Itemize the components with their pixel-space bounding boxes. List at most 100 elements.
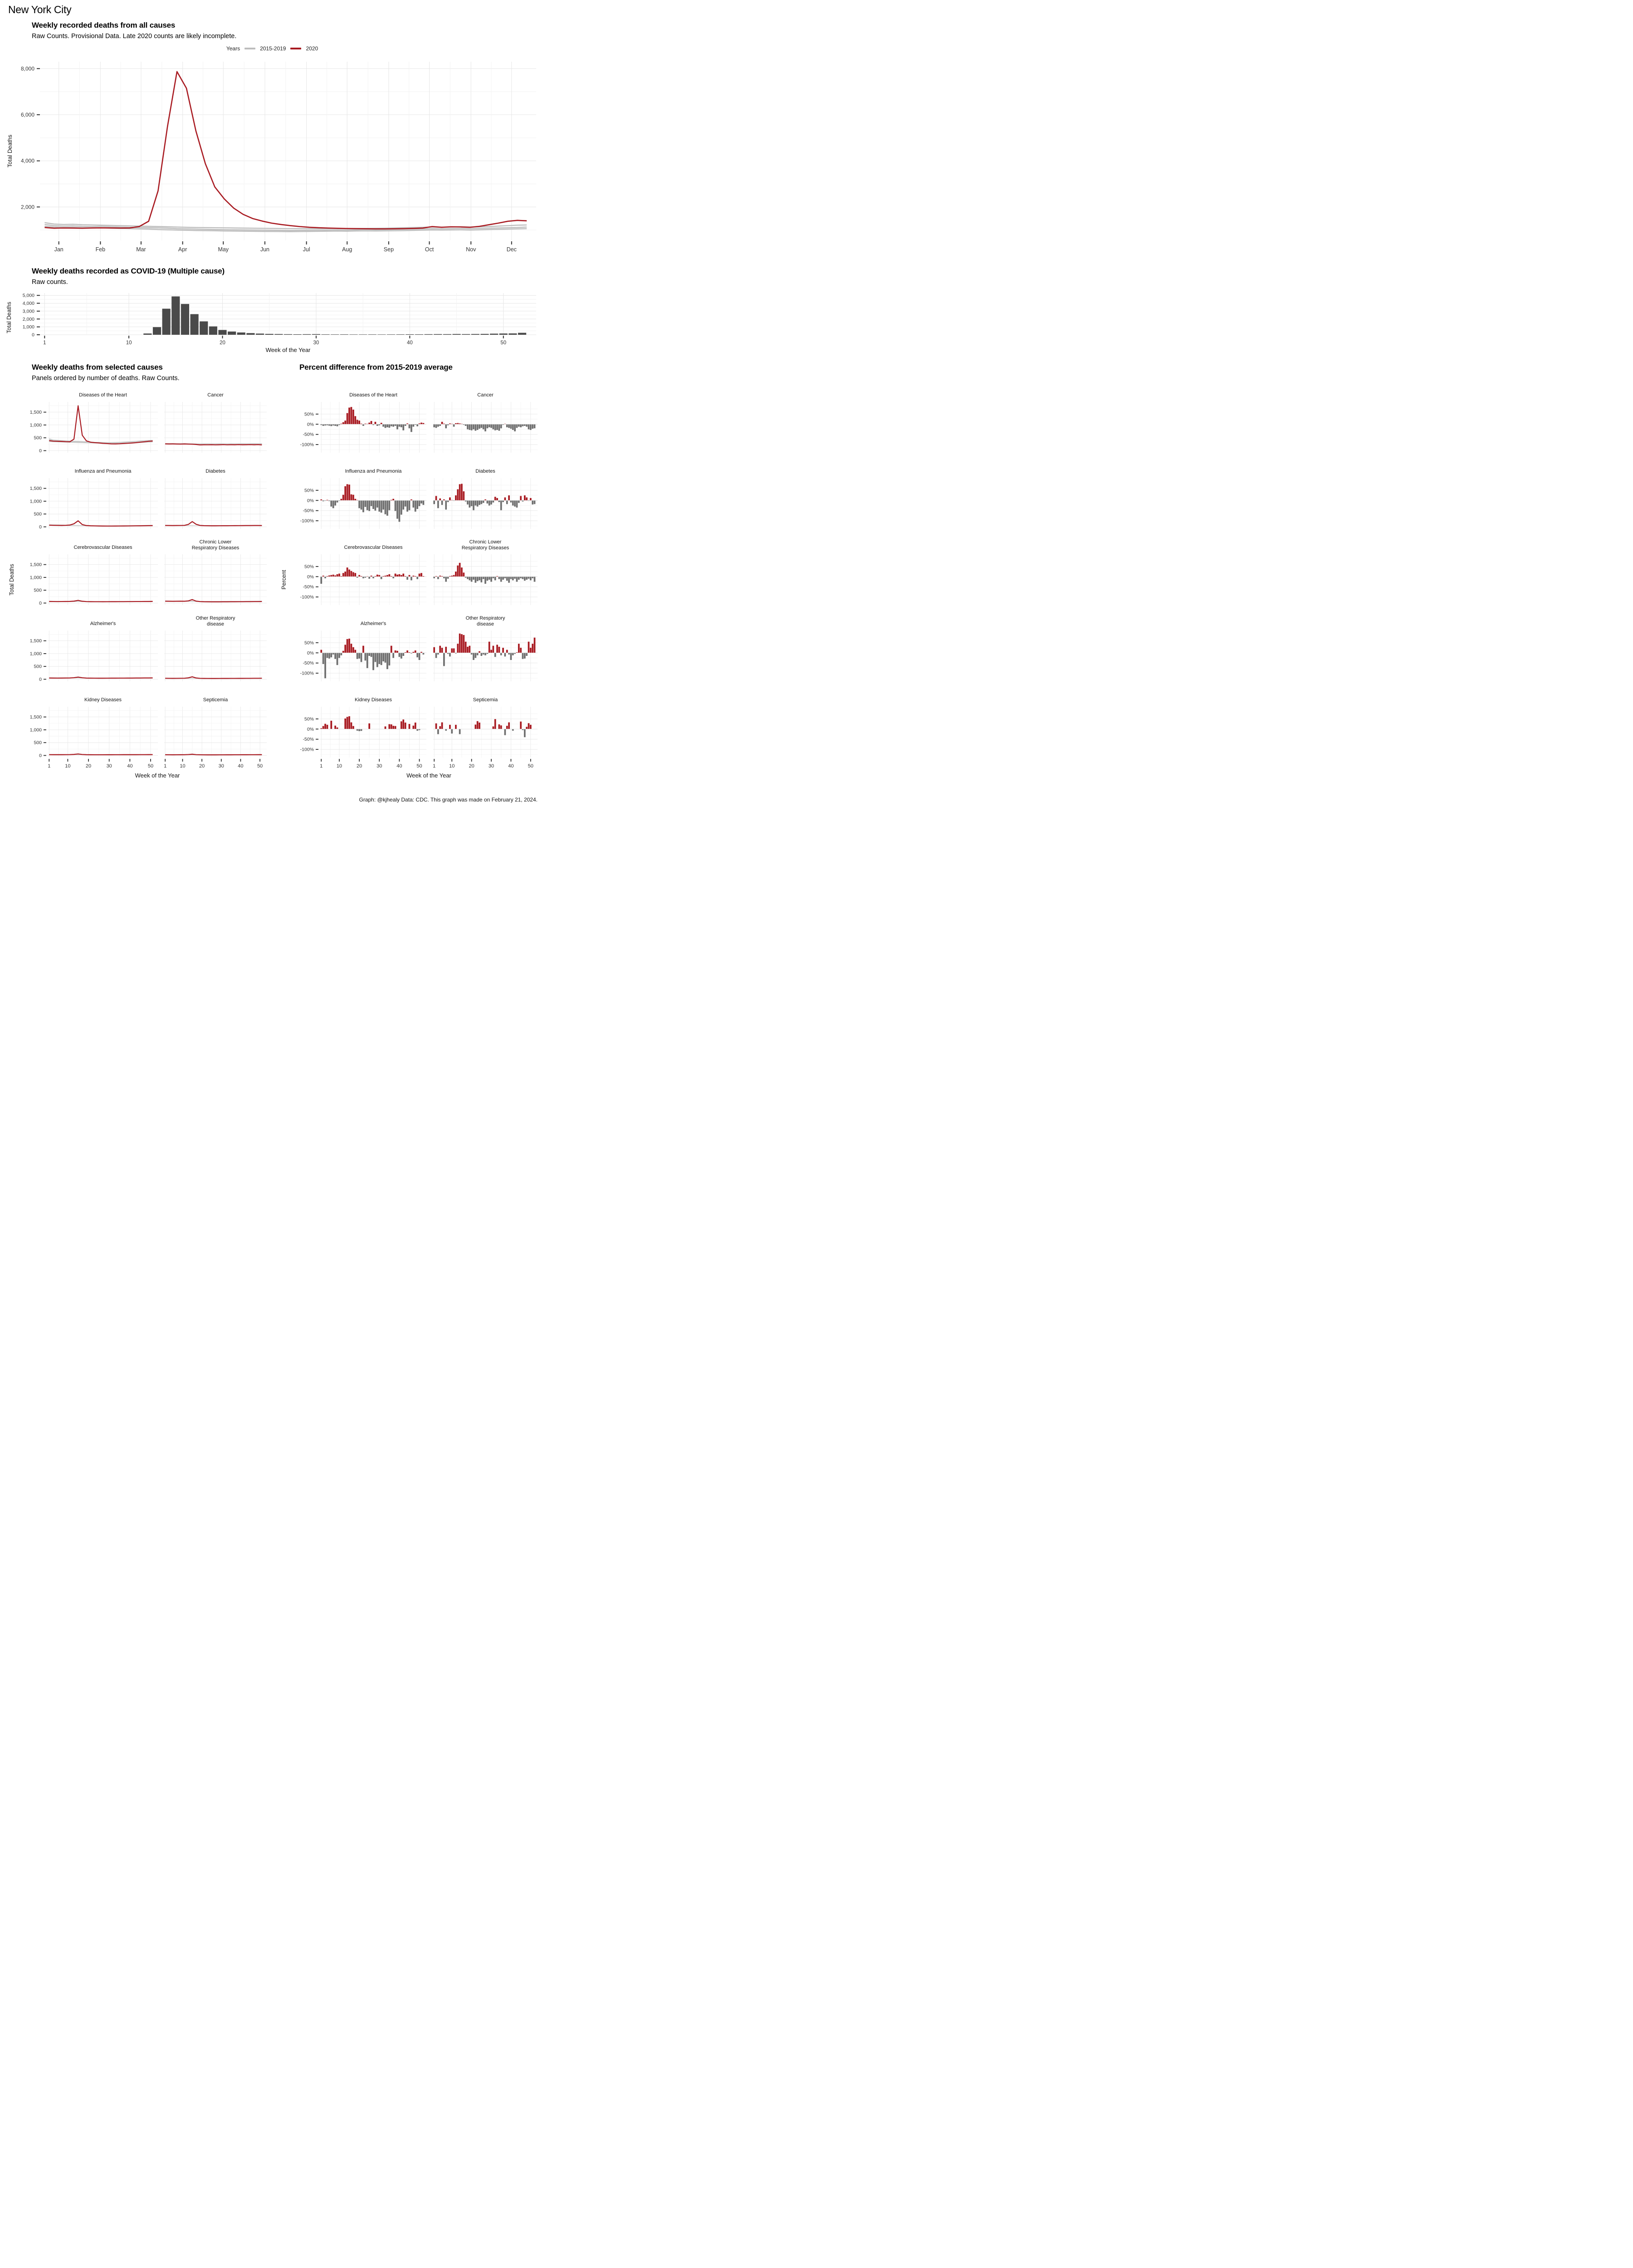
selected-subtitle: Panels ordered by number of deaths. Raw …: [32, 375, 180, 382]
svg-text:30: 30: [219, 763, 224, 769]
line-2020: [165, 521, 262, 527]
footer-caption: Graph: @kjhealy Data: CDC. This graph wa…: [359, 797, 538, 803]
svg-text:Sep: Sep: [384, 246, 394, 253]
svg-text:Alzheimer's: Alzheimer's: [90, 621, 116, 626]
svg-text:1: 1: [320, 763, 323, 769]
svg-text:0%: 0%: [307, 422, 314, 427]
svg-text:20: 20: [469, 763, 474, 769]
pct-panel-3: Influenza and Pneumonia 50% 0% -50% -100%: [300, 469, 426, 529]
svg-text:Jan: Jan: [54, 246, 64, 253]
band-2015-2019: [49, 438, 153, 444]
svg-text:10: 10: [126, 340, 132, 346]
svg-text:2,000: 2,000: [21, 204, 34, 210]
svg-text:Cancer: Cancer: [477, 392, 494, 398]
svg-text:Kidney Diseases: Kidney Diseases: [355, 697, 392, 703]
figure-canvas: New York City Weekly recorded deaths fro…: [0, 0, 544, 816]
svg-text:-50%: -50%: [303, 584, 314, 590]
covid-bars: [143, 296, 527, 335]
count-panel-4: Diabetes: [164, 469, 267, 529]
svg-text:Mar: Mar: [136, 246, 146, 253]
svg-text:0%: 0%: [307, 574, 314, 580]
svg-text:Feb: Feb: [96, 246, 106, 253]
svg-text:40: 40: [508, 763, 513, 769]
svg-text:Total Deaths: Total Deaths: [6, 302, 12, 333]
svg-text:Other Respiratory: Other Respiratory: [466, 616, 505, 621]
pct-panel-9: Kidney Diseases 50% 0% -50% -100% 1 10 20 30 40 50: [300, 697, 426, 769]
line-2020: [165, 443, 262, 445]
svg-text:0%: 0%: [307, 727, 314, 732]
percent-diff-panels: Diseases of the Heart 50% 0% -50% -100% Cance…: [281, 392, 538, 779]
svg-text:5,000: 5,000: [23, 293, 34, 298]
svg-text:50: 50: [148, 763, 153, 769]
svg-text:50%: 50%: [304, 716, 314, 722]
svg-text:0: 0: [32, 332, 34, 338]
svg-text:1: 1: [43, 340, 46, 346]
selected-causes-panels: Diseases of the Heart05001,0001,500Cance…: [9, 392, 267, 779]
svg-text:Chronic Lower: Chronic Lower: [469, 539, 502, 545]
svg-text:Aug: Aug: [342, 246, 352, 253]
svg-text:30: 30: [489, 763, 494, 769]
svg-text:1,500: 1,500: [30, 714, 42, 720]
svg-text:1,500: 1,500: [30, 410, 42, 415]
line-2020: [44, 71, 527, 230]
all-causes-chart: 2,000 4,000 6,000 8,000 Jan Feb Mar Apr May Jun Ju…: [6, 62, 536, 253]
all-causes-subtitle: Raw Counts. Provisional Data. Late 2020 …: [32, 33, 237, 40]
svg-text:Nov: Nov: [466, 246, 476, 253]
svg-text:Diseases of the Heart: Diseases of the Heart: [349, 392, 397, 398]
pct-bars: [320, 407, 425, 432]
pct-bars: [320, 716, 420, 731]
pct-panel-4: Diabetes: [433, 469, 538, 529]
all-causes-headline: Weekly recorded deaths from all causes: [32, 21, 176, 29]
svg-text:40: 40: [238, 763, 243, 769]
line-2020: [49, 520, 153, 527]
svg-text:50: 50: [416, 763, 422, 769]
years-legend: Years 2015-2019 2020: [0, 45, 544, 52]
svg-text:-50%: -50%: [303, 737, 314, 742]
svg-text:1,500: 1,500: [30, 486, 42, 491]
count-panel-10: Septicemia 1 10 20 30 40 50: [164, 697, 267, 769]
svg-text:4,000: 4,000: [21, 158, 34, 164]
svg-text:-100%: -100%: [300, 747, 314, 753]
svg-text:1: 1: [164, 763, 166, 769]
pct-bars: [435, 719, 532, 738]
all-causes-grid: [40, 62, 536, 240]
svg-text:10: 10: [65, 763, 70, 769]
line-2020: [49, 600, 153, 602]
count-panel-5: Cerebrovascular Diseases 0 500 1,000 1,500: [30, 545, 158, 606]
svg-text:50: 50: [257, 763, 263, 769]
svg-text:1,500: 1,500: [30, 562, 42, 567]
svg-text:0%: 0%: [307, 498, 314, 503]
line-2020: [165, 753, 262, 756]
svg-text:Cerebrovascular Diseases: Cerebrovascular Diseases: [74, 545, 132, 550]
svg-text:500: 500: [34, 588, 42, 593]
svg-text:10: 10: [180, 763, 185, 769]
svg-text:Apr: Apr: [178, 246, 187, 253]
svg-text:30: 30: [376, 763, 382, 769]
pct-panel-10: Septicemia 1 10 20 30 40 50: [433, 697, 538, 769]
svg-text:0: 0: [39, 677, 42, 682]
legend-swatch-2020: [290, 48, 302, 49]
svg-text:20: 20: [86, 763, 91, 769]
pct-bars: [320, 484, 425, 522]
pct-bars: [433, 633, 536, 666]
count-panel-2: Cancer: [164, 392, 267, 453]
count-panel-1: Diseases of the Heart 0 500 1,000 1,500: [30, 392, 158, 454]
line-2020: [165, 599, 262, 602]
svg-text:40: 40: [127, 763, 132, 769]
svg-text:Jun: Jun: [260, 246, 269, 253]
svg-text:0: 0: [39, 448, 42, 454]
selected-headline: Weekly deaths from selected causes: [32, 363, 163, 371]
page-title: New York City: [8, 4, 72, 15]
svg-text:1,000: 1,000: [23, 324, 34, 330]
svg-text:Total Deaths: Total Deaths: [9, 564, 15, 595]
svg-text:10: 10: [337, 763, 342, 769]
svg-text:Respiratory Diseases: Respiratory Diseases: [462, 545, 509, 551]
line-2020: [49, 753, 153, 756]
line-2020: [49, 405, 153, 445]
svg-text:50%: 50%: [304, 640, 314, 645]
line-2020: [49, 676, 153, 679]
svg-text:-100%: -100%: [300, 595, 314, 600]
svg-text:-50%: -50%: [303, 508, 314, 513]
